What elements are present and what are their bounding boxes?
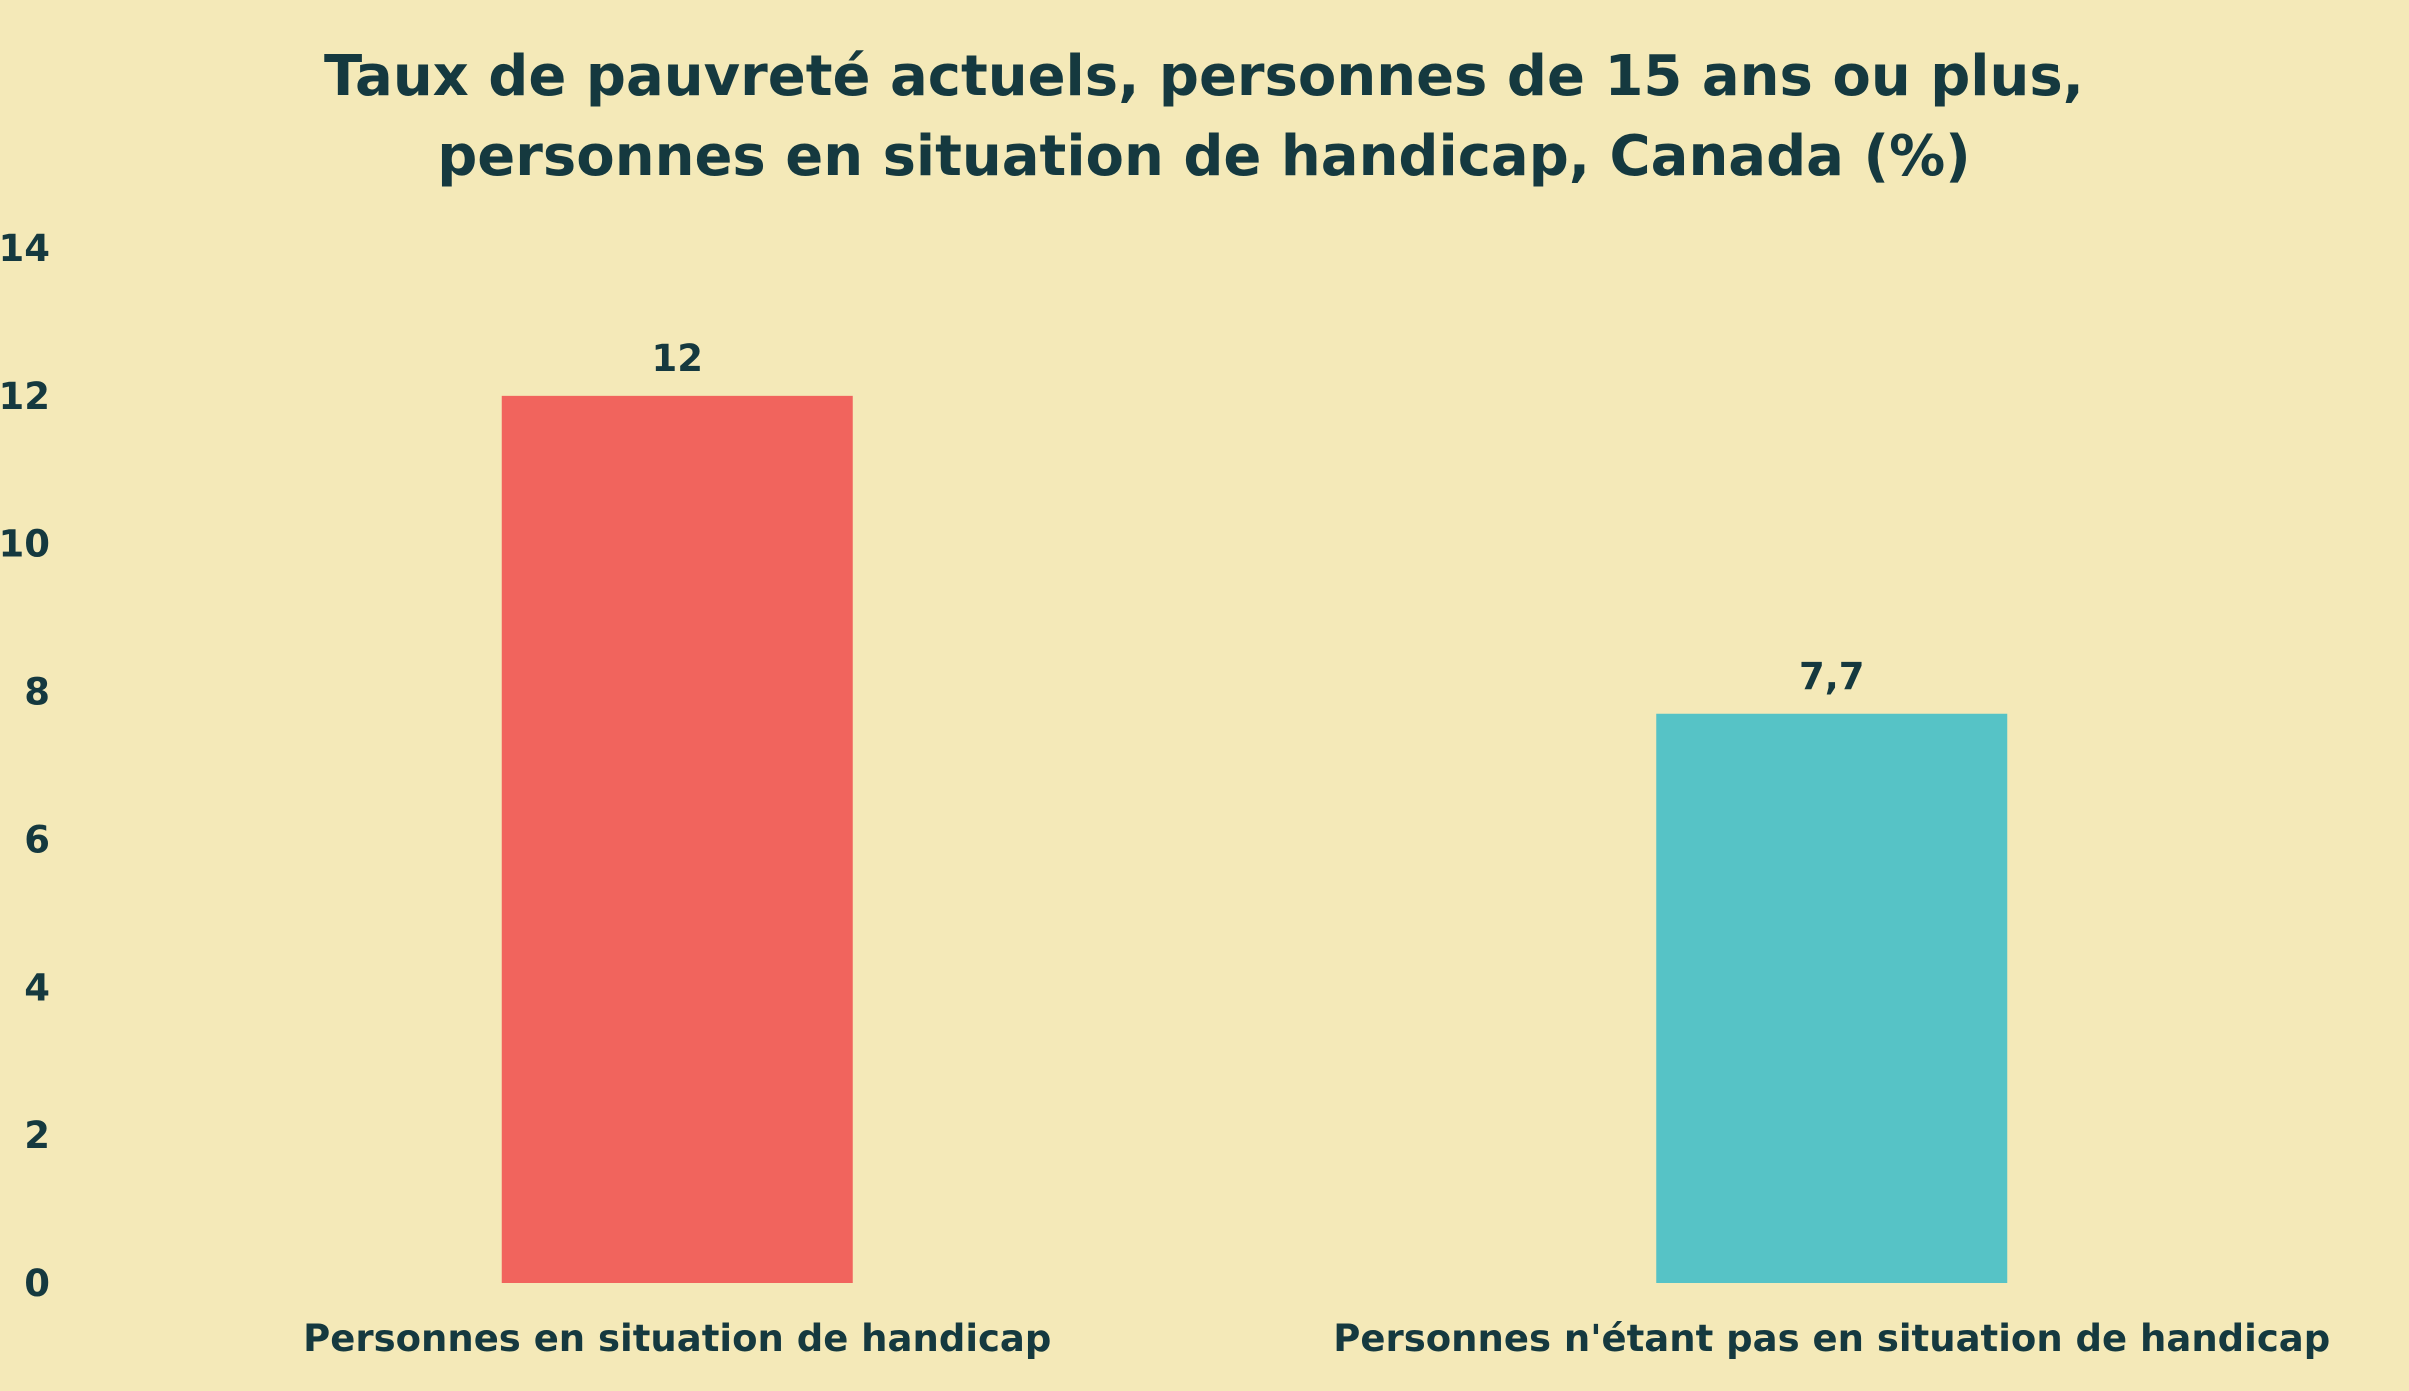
y-tick-label: 6	[24, 818, 50, 861]
chart-title-line-2: personnes en situation de handicap, Cana…	[437, 124, 1971, 189]
y-tick-label: 4	[24, 966, 50, 1009]
y-tick-label: 14	[0, 227, 50, 270]
bar-value-label: 7,7	[1799, 655, 1865, 698]
x-axis: Personnes en situation de handicap Person…	[303, 1317, 2330, 1360]
bar	[1656, 713, 2008, 1283]
y-tick-label: 8	[24, 671, 50, 714]
y-tick-label: 2	[24, 1114, 50, 1157]
y-axis: 0 2 4 6 8 10 12 14	[0, 227, 50, 1305]
bar-value-label: 12	[652, 337, 704, 380]
bar	[501, 395, 853, 1283]
chart-title-line-1: Taux de pauvreté actuels, personnes de 1…	[324, 44, 2084, 109]
y-tick-label: 10	[0, 523, 50, 566]
x-category-label: Personnes en situation de handicap	[303, 1317, 1051, 1360]
bars-group	[501, 395, 2008, 1283]
data-labels-group: 127,7	[652, 337, 1865, 698]
y-tick-label: 0	[24, 1262, 50, 1305]
y-tick-label: 12	[0, 375, 50, 418]
x-category-label: Personnes n'étant pas en situation de ha…	[1333, 1317, 2330, 1360]
